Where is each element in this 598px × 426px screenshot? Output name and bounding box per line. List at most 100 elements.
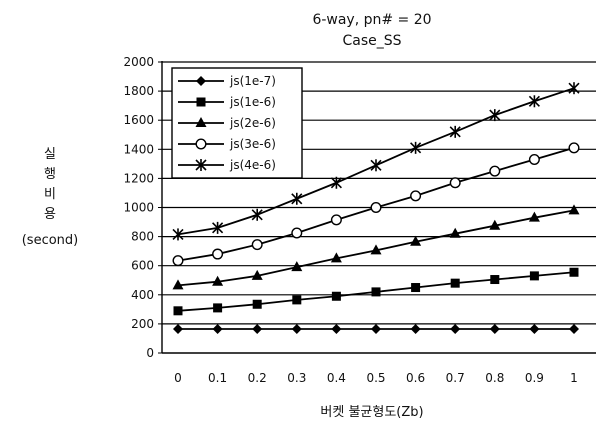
data-point — [251, 269, 263, 280]
data-point — [410, 235, 422, 246]
data-point — [529, 323, 540, 334]
legend-item: js(4e-6) — [178, 158, 276, 172]
data-point — [212, 248, 224, 260]
data-point — [331, 323, 342, 334]
y-axis-label-line: 비 — [44, 187, 56, 202]
x-tick-label: 0.6 — [406, 371, 425, 385]
data-point — [490, 275, 500, 285]
data-point — [450, 323, 461, 334]
data-point — [489, 219, 501, 230]
data-point — [528, 153, 540, 165]
y-axis-label-line: (second) — [22, 233, 79, 248]
y-tick-label: 600 — [131, 259, 154, 273]
data-point — [489, 323, 500, 334]
y-tick-label: 1000 — [123, 201, 154, 215]
legend-marker — [195, 138, 207, 150]
data-point — [569, 323, 579, 334]
x-tick-label: 0.4 — [327, 371, 346, 385]
legend-item: js(1e-7) — [178, 74, 276, 88]
data-point — [371, 323, 381, 334]
data-point — [251, 208, 263, 221]
x-tick-label: 0.2 — [248, 371, 267, 385]
data-point — [330, 176, 342, 189]
data-point — [449, 125, 461, 138]
data-point — [410, 141, 422, 154]
data-point — [291, 323, 302, 334]
y-tick-label: 0 — [146, 346, 154, 360]
data-point — [173, 323, 183, 334]
x-tick-label: 0.3 — [287, 371, 306, 385]
series-1 — [173, 323, 579, 334]
data-point — [568, 82, 580, 95]
y-tick-label: 1600 — [123, 113, 154, 127]
legend-item: js(1e-6) — [178, 95, 276, 109]
series-5 — [172, 82, 580, 241]
legend-item: js(2e-6) — [178, 116, 276, 130]
data-point — [330, 252, 342, 263]
y-axis-label-line: 행 — [44, 166, 56, 182]
data-point — [172, 279, 184, 290]
data-point — [212, 323, 223, 334]
data-point — [450, 278, 460, 288]
data-point — [410, 323, 421, 334]
data-point — [569, 267, 579, 277]
data-point — [212, 275, 224, 286]
series-3 — [172, 204, 580, 290]
legend-label: js(2e-6) — [229, 116, 276, 130]
data-point — [292, 295, 302, 305]
data-point — [489, 165, 501, 177]
y-axis-label-line: 실 — [44, 147, 56, 162]
data-point — [291, 227, 303, 239]
data-point — [213, 303, 223, 313]
series-group — [172, 82, 580, 334]
data-point — [291, 261, 303, 272]
y-tick-label: 800 — [131, 230, 154, 244]
data-point — [251, 239, 263, 251]
data-point — [370, 244, 382, 255]
data-point — [173, 306, 183, 316]
y-tick-label: 200 — [131, 317, 154, 331]
legend: js(1e-7) js(1e-6) js(2e-6) js(3e-6) js(4e-6) — [171, 67, 303, 179]
chart-subtitle: Case_SS — [342, 33, 401, 49]
legend-marker — [196, 97, 206, 107]
series-4 — [172, 142, 580, 267]
data-point — [528, 211, 540, 222]
legend-marker — [195, 117, 207, 127]
y-tick-label: 2000 — [123, 55, 154, 69]
data-point — [529, 271, 539, 281]
legend-label: js(1e-7) — [229, 74, 276, 88]
y-tick-label: 1800 — [123, 84, 154, 98]
x-tick-label: 0.8 — [485, 371, 504, 385]
y-tick-labels: 0 200 400 600 800 1000 1200 1400 1600 1800 2000 — [123, 55, 154, 360]
legend-label: js(1e-6) — [229, 95, 276, 109]
legend-marker — [195, 159, 207, 171]
data-point — [172, 228, 184, 241]
data-point — [449, 227, 461, 238]
data-point — [568, 204, 580, 215]
axes — [158, 61, 596, 354]
data-point — [449, 177, 461, 189]
legend-item: js(3e-6) — [178, 137, 276, 151]
y-tick-label: 400 — [131, 288, 154, 302]
data-point — [330, 214, 342, 226]
x-tick-label: 0.1 — [208, 371, 227, 385]
data-point — [252, 299, 262, 309]
data-point — [528, 95, 540, 108]
y-tick-label: 1400 — [123, 142, 154, 156]
x-tick-label: 0 — [174, 371, 182, 385]
data-point — [370, 201, 382, 213]
data-point — [172, 255, 184, 267]
x-tick-label: 0.9 — [525, 371, 544, 385]
data-point — [411, 283, 421, 293]
y-axis-label-line: 용 — [44, 207, 56, 222]
y-tick-label: 1200 — [123, 171, 154, 185]
data-point — [291, 192, 303, 205]
legend-label: js(3e-6) — [229, 137, 276, 151]
x-tick-label: 1 — [570, 371, 578, 385]
series-2 — [173, 267, 579, 316]
data-point — [371, 287, 381, 297]
data-point — [370, 159, 382, 172]
data-point — [252, 323, 263, 334]
